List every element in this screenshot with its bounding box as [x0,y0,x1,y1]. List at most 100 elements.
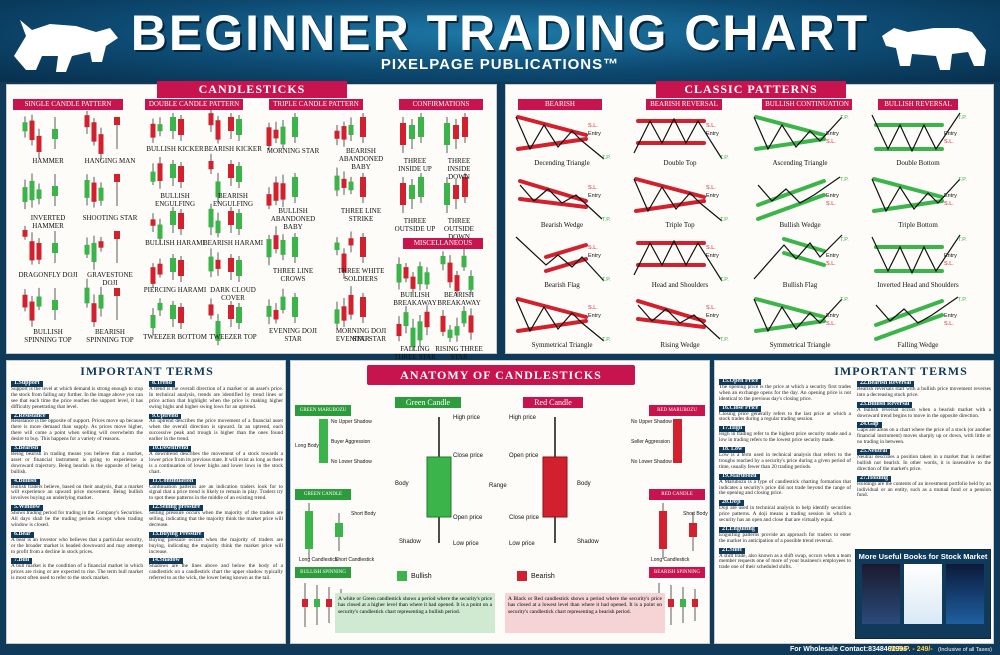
candle-body [157,163,163,182]
sl-marker: S.L. [588,123,598,129]
label-tweezer-bottom: TWEEZER BOTTOM [143,333,207,341]
sl-marker: S.L. [826,139,836,145]
label-bullish-abandoned-baby: BULLISH ABANDONED BABY [270,207,316,231]
candle-body [292,177,298,197]
term-text: An uptrend describes the price movement … [149,418,283,443]
terms-right-banner: IMPORTANT TERMS [815,363,987,379]
term-title: 19.Marubozu [719,473,760,480]
classic-patterns-banner: CLASSIC PATTERNS [656,81,846,98]
term-text: A trend is the overall direction of a ma… [149,385,283,410]
tp-marker: T.P. [720,217,729,223]
term-text: A shift trade, also known as a shift swa… [719,552,851,571]
tag-double-candle: DOUBLE CANDLE PATTERN [145,99,243,110]
pattern-bearish-wedge: Bearish Wedge [540,221,584,229]
term-title: 25.Neutral [857,448,891,455]
books-title: More Useful Books for Stock Market [858,552,988,561]
term-text: Bullish traders believe, based on their … [11,483,143,502]
candle-body [208,304,214,316]
candle-body [447,329,453,338]
candle-body [266,305,272,317]
tp-marker: T.P. [958,115,967,121]
candle-body [215,181,221,198]
books-box: More Useful Books for Stock Market [855,549,991,639]
label-long-candlestick: Long Candlestick [299,557,338,563]
candle-body [348,294,354,315]
legend-bullish: Bullish [411,573,432,580]
footer: For Wholesale Contact:8348461996 M.R.P. … [0,645,1000,655]
tp-marker: T.P. [958,237,967,243]
sl-marker: S.L. [944,261,954,267]
anatomy-diagram [302,417,698,627]
wedge-upper [756,179,826,207]
candle-body [292,297,298,317]
term-text: Selling pressure occurs when the majorit… [149,510,283,528]
label-hanging-man: HANGING MAN [84,157,136,165]
candle-body [400,123,406,145]
trendline-upper [754,297,826,319]
candle-body [114,288,120,296]
red-candle-body [542,456,568,518]
entry-marker: Entry [826,193,839,199]
candle-body [461,255,467,268]
label-dragonfly-doji: DRAGONFLY DOJI [18,271,78,279]
label-long-body: Long Body [295,443,319,449]
candle-body [424,272,430,285]
tag-single-candle: SINGLE CANDLE PATTERN [13,99,123,110]
candle-body [334,175,340,191]
candle-body [150,315,156,328]
candle-body [417,266,423,285]
wedge-lower [518,197,588,209]
candle-body [150,219,156,226]
candle-body [341,126,347,140]
pattern-ascending-triangle: Ascending Triangle [772,159,828,167]
side-tag-0: Green marubozu [295,405,351,416]
term-text: Doji are used in technical analysis to h… [719,505,851,524]
term-title: 12.Selling pressure [149,504,204,512]
candle-body [440,315,446,332]
term-title: 3.Bearish [11,445,42,452]
candle-body [326,599,332,607]
candle-body [444,123,450,145]
candle-body [461,310,467,324]
pattern-falling-wedge: Falling Wedge [897,341,939,349]
candle-body [208,160,214,170]
term-text: Being bearish in trading means you belie… [11,450,143,475]
candlesticks-panel: CANDLESTICKS SINGLE CANDLE PATTERN DOUBL… [6,81,497,369]
tag-confirmations: CONFIRMATIONS [399,99,483,110]
entry-marker: Entry [944,313,957,319]
entry-marker: Entry [588,131,601,137]
candle-body [266,127,272,146]
term-title: 6.Bear [11,531,34,538]
side-tag-2: Bullish spinning top [295,567,351,586]
price-path [753,234,843,280]
sl-marker: S.L. [588,305,598,311]
wholesale-contact: For Wholesale Contact:8348461996 [790,646,908,653]
entry-marker: Entry [588,313,601,319]
label-red-short-body: Short Body [683,511,708,517]
candle-body [228,211,234,225]
candle-body [334,130,340,139]
candle-body [236,307,242,323]
candle-body [208,256,214,272]
term-title: 18. Low [719,446,746,453]
candle-body [360,177,366,197]
trendline-upper [634,177,706,199]
label-three-outside-up: THREE OUTSIDE UP [394,217,436,233]
label-shooting-star: SHOOTING STAR [82,214,138,222]
candle-body [424,311,430,328]
side-tag-4: Red candle [649,489,705,500]
candle-body [273,235,279,250]
candle-body [228,258,234,272]
label-red-low-price: Low price [509,541,535,547]
candle-body [453,125,459,139]
label-red-shadow: Shadow [577,539,599,545]
candle-body [335,523,343,537]
candle-body [403,267,409,279]
term-title: 21.Shift [719,547,745,554]
label-hammer: HAMMER [32,157,64,165]
label-evening-star: EVENING STAR [335,335,387,343]
candle-body [22,229,28,237]
tp-marker: T.P. [720,337,729,343]
candle-body [409,185,415,199]
flag-lower [782,251,826,267]
